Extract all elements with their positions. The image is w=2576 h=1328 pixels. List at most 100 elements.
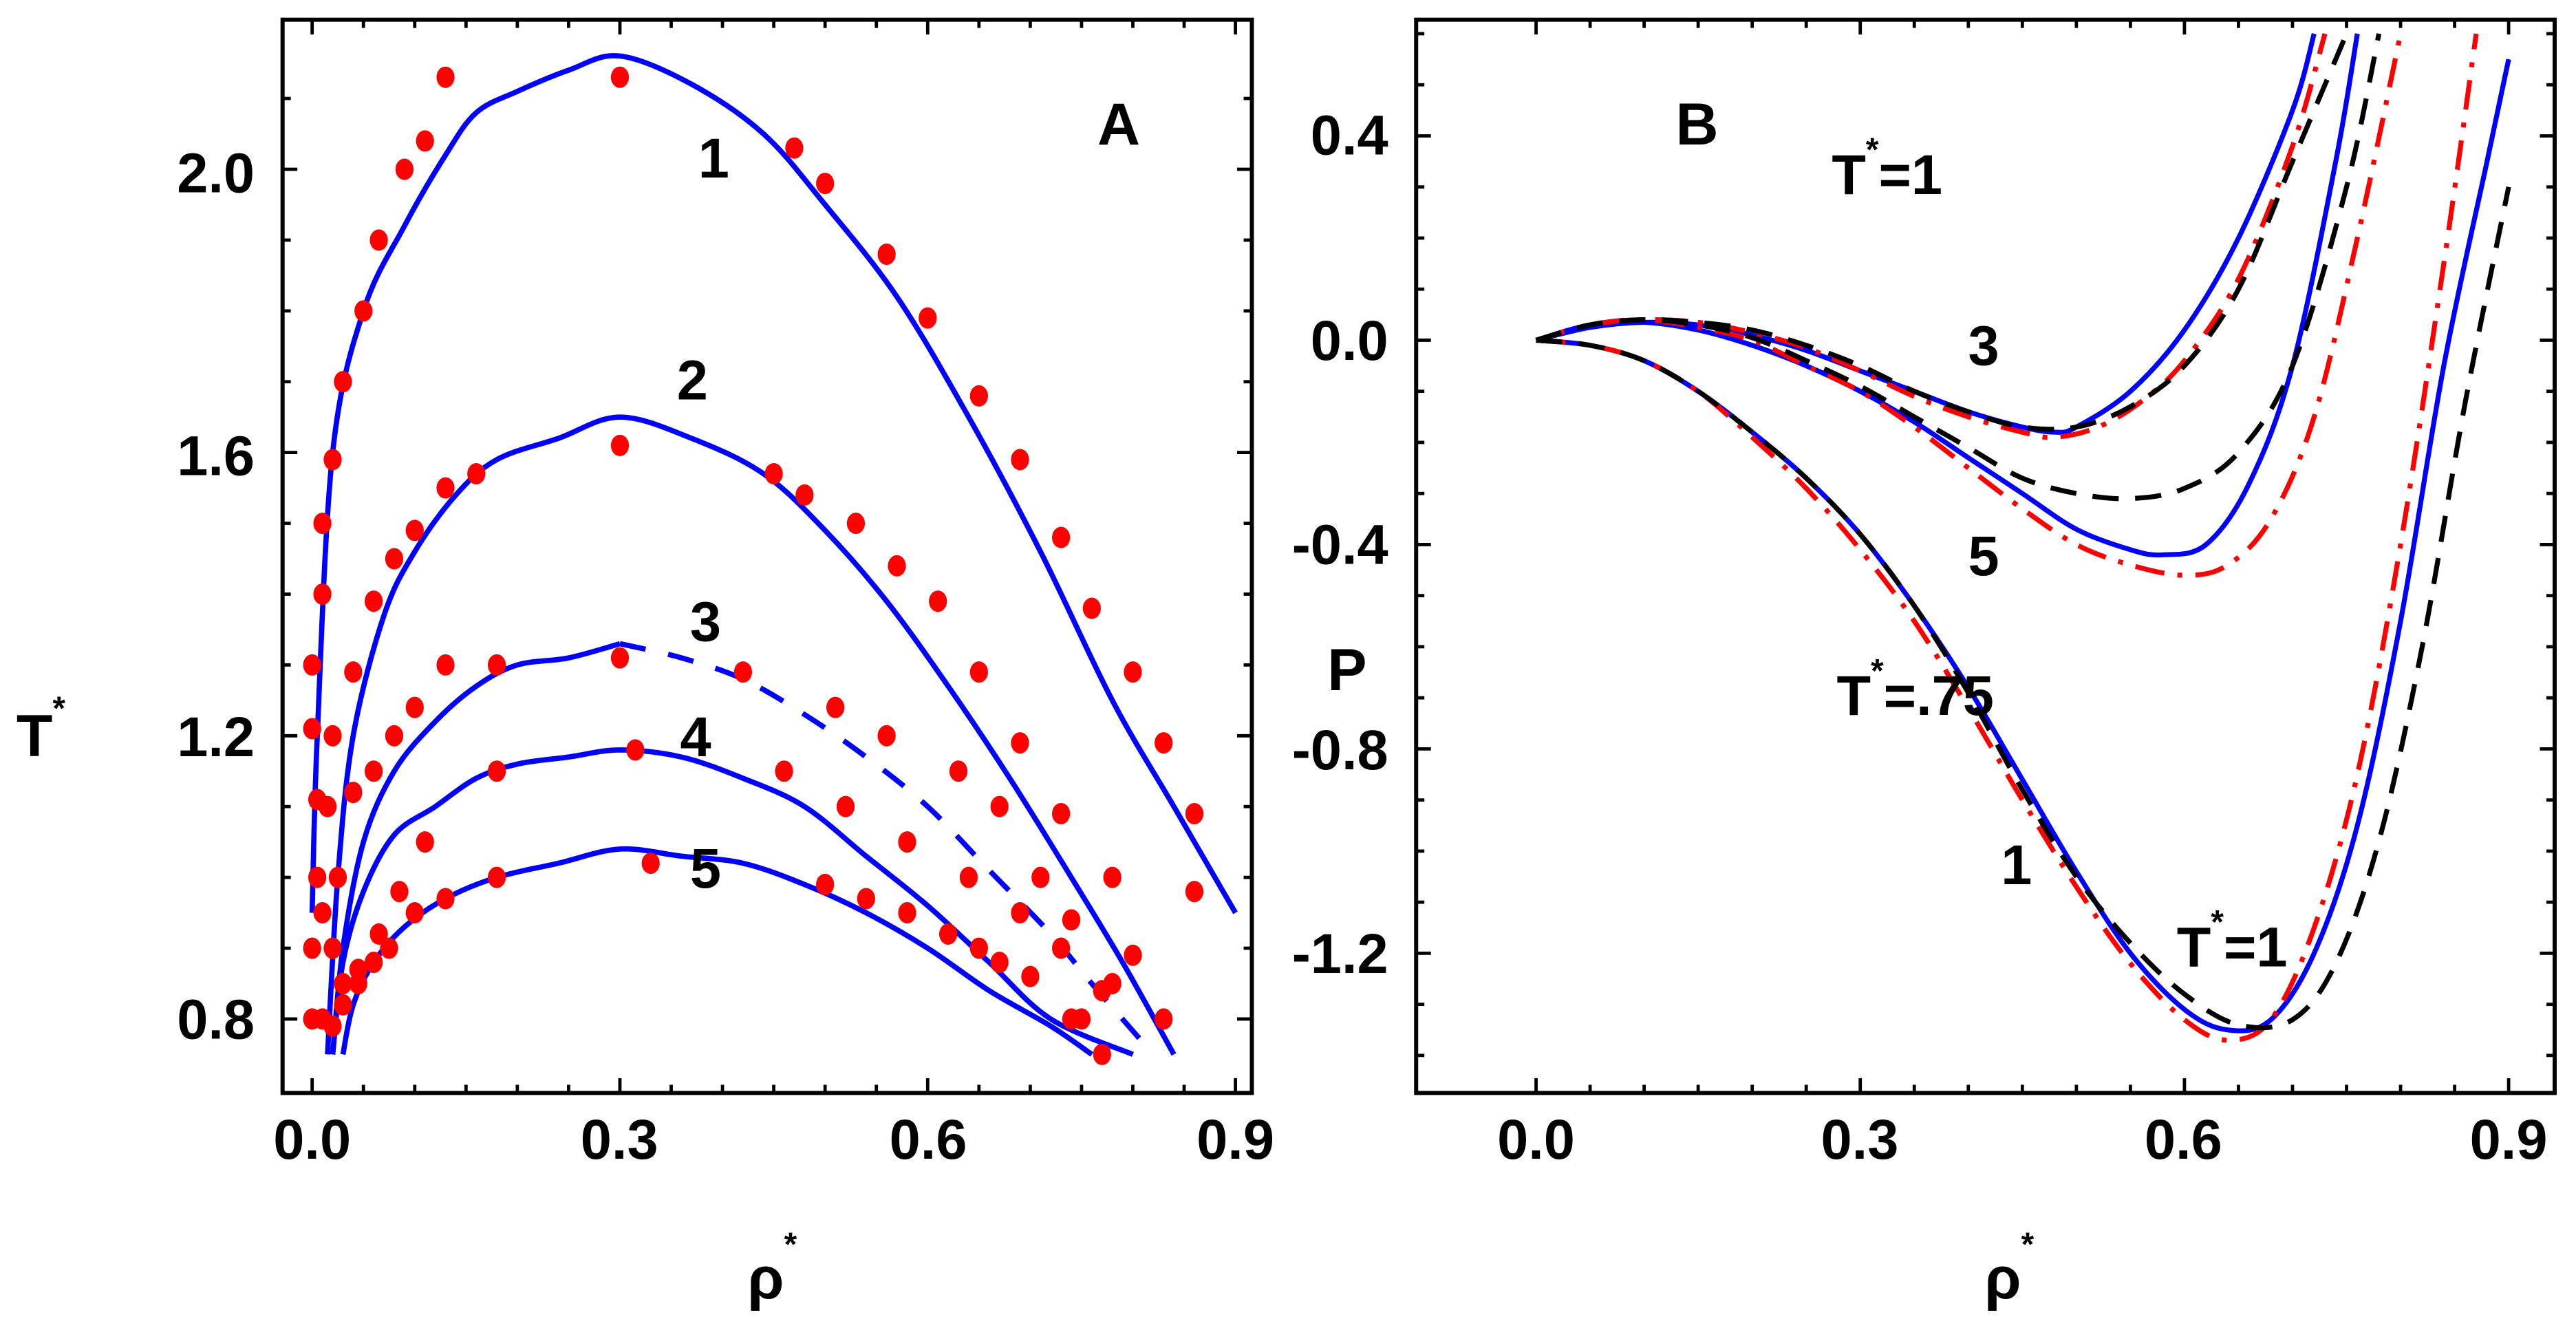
panel-b-x-title: ρ*: [1984, 1227, 2034, 1311]
simulation-point: [369, 229, 388, 251]
simulation-point: [318, 795, 337, 817]
panel-b-frame: [1414, 17, 2557, 1095]
panel-a-ytick: 2.0: [177, 142, 255, 204]
annotation-t1-top: T*=1: [1832, 132, 1942, 206]
simulation-point: [641, 853, 660, 875]
simulation-point: [1093, 980, 1111, 1002]
x-title-main: ρ: [1984, 1245, 2021, 1311]
pressure-curve: [1535, 33, 2403, 578]
panel-b-letter: B: [1676, 92, 1719, 158]
panel-b-xtick: 0.3: [1821, 1109, 1899, 1171]
simulation-point: [1082, 597, 1101, 619]
simulation-point: [1051, 526, 1071, 548]
simulation-point: [969, 937, 988, 959]
panel-a-x-title: ρ*: [747, 1227, 797, 1311]
panel-b-ytick: 0.0: [1311, 310, 1388, 372]
simulation-point: [349, 972, 367, 995]
pressure-curve: [1536, 58, 2511, 1034]
panel-a-letter: A: [1097, 92, 1140, 158]
panel-a-ytick: 1.6: [177, 425, 255, 487]
x-title-sup: *: [2021, 1227, 2035, 1263]
simulation-point: [846, 513, 866, 535]
panel-b: 0.0 0.3 0.6 0.9 0.4 0.0 -0.4 -0.8 -1.2 B…: [1292, 17, 2557, 1311]
simulation-point: [1051, 937, 1071, 959]
simulation-point: [733, 661, 753, 683]
panel-a-xtick: 0.6: [890, 1109, 967, 1171]
simulation-point: [303, 654, 321, 676]
curve-label-5: 5: [690, 838, 721, 900]
simulation-point: [313, 513, 332, 535]
simulation-point: [323, 1015, 342, 1037]
simulation-point: [334, 371, 352, 393]
panel-b-curves: [1535, 32, 2511, 1043]
theory-curve-dashed: [619, 641, 1156, 1056]
simulation-point: [1155, 1008, 1173, 1030]
panel-b-ytick: 0.4: [1311, 105, 1388, 167]
simulation-point: [775, 760, 793, 782]
simulation-point: [938, 923, 958, 945]
annot-main: T: [1837, 665, 1871, 727]
theory-curve: [340, 846, 1094, 1057]
simulation-point: [1011, 902, 1029, 924]
simulation-point: [857, 888, 875, 910]
curve-label-4: 4: [680, 707, 711, 769]
simulation-point: [436, 66, 455, 88]
simulation-point: [610, 647, 630, 669]
panel-a-simulation-points: [303, 66, 1204, 1065]
simulation-point: [877, 243, 896, 266]
simulation-point: [303, 937, 321, 959]
panel-a-xtick: 0.3: [581, 1109, 658, 1171]
simulation-point: [487, 760, 506, 782]
simulation-point: [1185, 881, 1204, 903]
annot-sup: *: [1866, 132, 1879, 169]
panel-b-ticks: [1416, 19, 2555, 1093]
simulation-point: [344, 661, 363, 683]
theory-curve: [309, 53, 1238, 914]
annot-sup: *: [2211, 905, 2224, 941]
simulation-point: [990, 795, 1009, 817]
simulation-point: [385, 725, 404, 747]
panel-a: 0.0 0.3 0.6 0.9 0.8 1.2 1.6 2.0 A 1 2 3 …: [17, 17, 1274, 1311]
annot-rest: =1: [1879, 144, 1943, 206]
simulation-point: [1011, 732, 1029, 754]
simulation-point: [313, 583, 332, 606]
simulation-point: [1185, 802, 1204, 825]
simulation-point: [334, 972, 352, 995]
y-title-main: T: [17, 703, 53, 769]
panel-a-xtick: 0.9: [1196, 1109, 1274, 1171]
panel-a-xtick: 0.0: [273, 1109, 351, 1171]
simulation-point: [1155, 732, 1173, 754]
simulation-point: [380, 937, 398, 959]
simulation-point: [626, 739, 645, 761]
y-title-sup: *: [52, 691, 65, 727]
simulation-point: [898, 831, 916, 853]
simulation-point: [308, 866, 327, 888]
panel-b-xtick: 0.6: [2145, 1109, 2222, 1171]
curve-label-3: 3: [690, 592, 721, 654]
panel-a-ticks: [282, 19, 1252, 1093]
simulation-point: [1103, 866, 1121, 888]
simulation-point: [1031, 866, 1050, 888]
panel-b-xtick: 0.0: [1497, 1109, 1575, 1171]
curve-label-1: 1: [698, 128, 729, 190]
simulation-point: [436, 888, 455, 910]
panel-b-ytick: -0.4: [1292, 514, 1388, 576]
annotation-t1-bottom: T*=1: [2177, 905, 2288, 979]
simulation-point: [816, 873, 835, 895]
simulation-point: [1124, 661, 1142, 683]
simulation-point: [610, 66, 630, 88]
simulation-point: [969, 661, 988, 683]
simulation-point: [785, 137, 804, 159]
simulation-point: [313, 902, 332, 924]
panel-a-y-title: T*: [17, 691, 66, 769]
simulation-point: [1011, 449, 1029, 471]
simulation-point: [416, 130, 434, 152]
theory-curve: [325, 414, 1177, 1056]
simulation-point: [816, 173, 835, 195]
simulation-point: [365, 760, 383, 782]
annotation-5: 5: [1968, 526, 1999, 588]
simulation-point: [323, 449, 342, 471]
panel-a-ytick: 1.2: [177, 707, 255, 769]
simulation-point: [888, 555, 906, 577]
simulation-point: [436, 477, 455, 499]
